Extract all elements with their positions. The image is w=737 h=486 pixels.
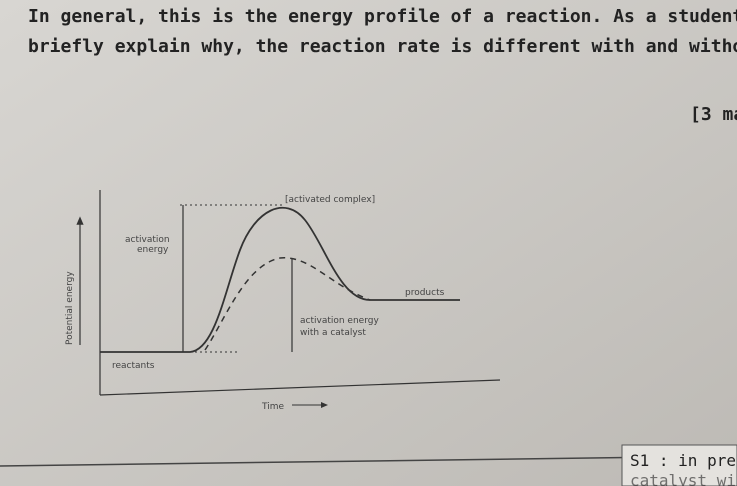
page-edge — [0, 455, 737, 467]
x-axis — [99, 379, 501, 396]
catalyst-activation-label: activation energy — [300, 316, 379, 326]
products-label: products — [405, 288, 445, 298]
activation-energy-label: activation — [125, 235, 170, 245]
x-axis-label: Time — [261, 402, 284, 412]
answer-line: catalyst wi — [630, 471, 736, 486]
marks: [3 ma — [690, 104, 737, 125]
answer-box — [621, 444, 737, 486]
question-line: briefly explain why, the reaction rate i… — [28, 36, 737, 57]
catalysed-curve — [204, 257, 371, 351]
uncatalysed-curve — [100, 206, 460, 353]
y-axis-label: Potential energy — [65, 271, 75, 345]
answer-line: S1 : in prese — [630, 451, 737, 470]
reactants-label: reactants — [112, 361, 155, 371]
energy-diagram — [76, 190, 501, 408]
question-line: In general, this is the energy profile o… — [28, 6, 737, 27]
activation-energy-label: energy — [137, 245, 169, 255]
activated-complex-label: [activated complex] — [285, 195, 375, 205]
catalyst-activation-label: with a catalyst — [300, 328, 366, 338]
